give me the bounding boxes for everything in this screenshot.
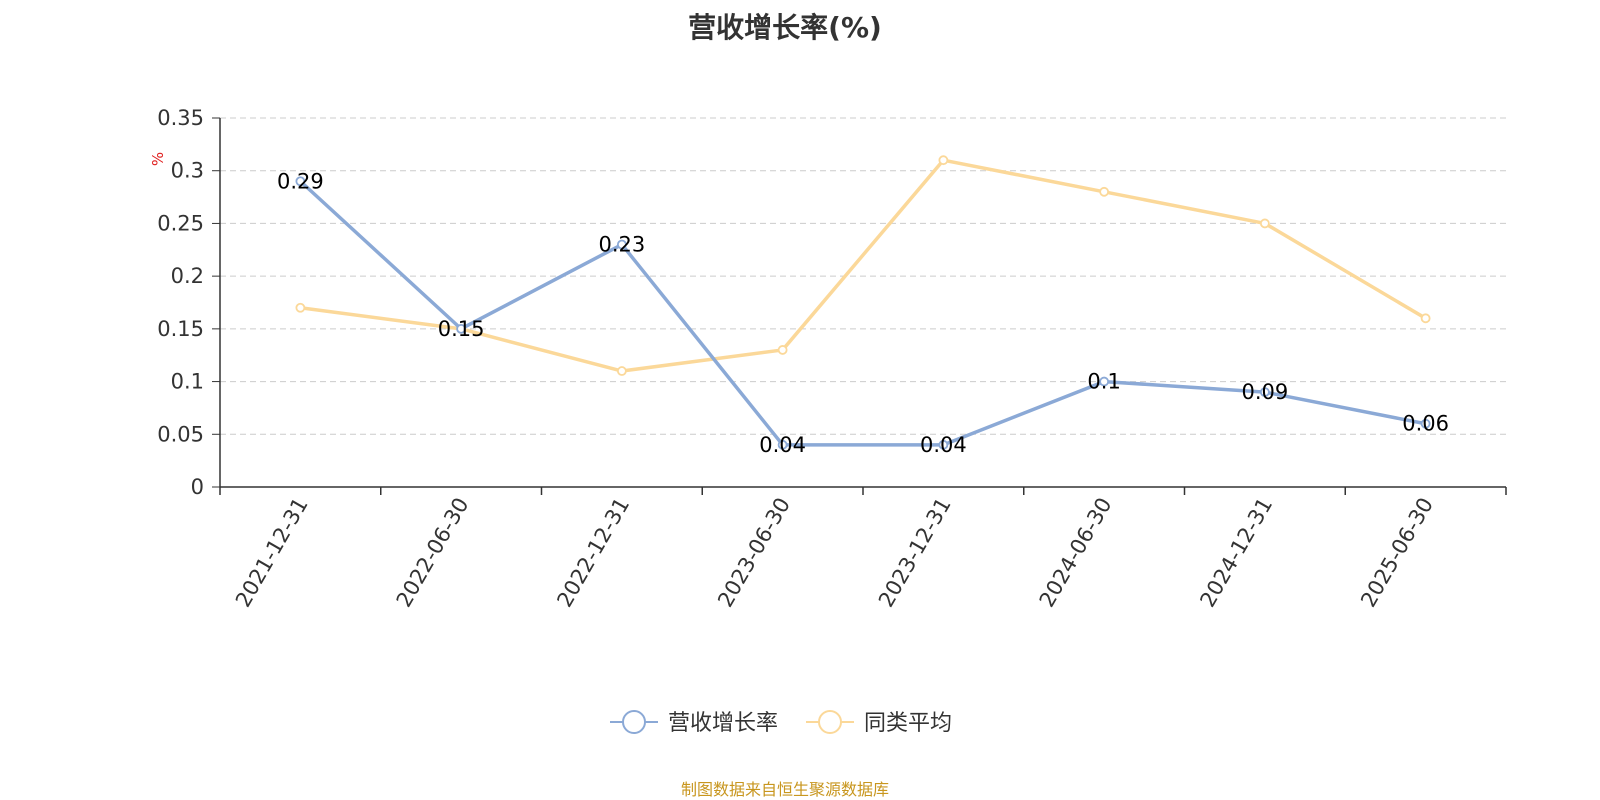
x-tick-label: 2023-12-31 <box>874 494 956 612</box>
data-label: 0.04 <box>759 433 806 457</box>
y-tick-label: 0.2 <box>171 264 204 288</box>
data-point-1 <box>1420 313 1431 324</box>
data-label: 0.23 <box>598 233 645 257</box>
data-point-0 <box>456 323 467 334</box>
x-tick-label: 2023-06-30 <box>713 494 795 612</box>
data-label: 0.09 <box>1241 380 1288 404</box>
data-point-0 <box>1420 418 1431 429</box>
data-point-1 <box>938 155 949 166</box>
y-tick-label: 0 <box>191 475 204 499</box>
series-line-0 <box>299 179 1426 447</box>
data-label: 0.1 <box>1087 370 1120 394</box>
y-tick-label: 0.25 <box>157 211 204 235</box>
data-point-1 <box>295 302 306 313</box>
legend-label: 营收增长率 <box>668 711 778 736</box>
y-tick-label: 0.05 <box>157 422 204 446</box>
x-tick-label: 2025-06-30 <box>1356 494 1438 612</box>
source-note: 制图数据来自恒生聚源数据库 <box>680 780 889 799</box>
data-point-1 <box>777 345 788 355</box>
y-tick-label: 0.35 <box>157 106 204 130</box>
x-tick-label: 2024-06-30 <box>1035 494 1117 612</box>
x-tick-label: 2021-12-31 <box>231 494 313 612</box>
data-point-1 <box>616 366 627 376</box>
data-point-1 <box>1259 218 1270 229</box>
x-tick-label: 2022-06-30 <box>392 494 474 612</box>
y-axis-label: % <box>149 152 167 166</box>
x-tick-label: 2024-12-31 <box>1195 494 1277 612</box>
legend-marker <box>622 710 646 734</box>
legend-label: 同类平均 <box>864 711 952 736</box>
data-point-0 <box>777 439 788 450</box>
x-tick-label: 2022-12-31 <box>552 494 634 612</box>
data-label: 0.06 <box>1402 412 1449 436</box>
data-point-0 <box>616 239 627 250</box>
legend-marker <box>818 710 842 734</box>
chart-title: 营收增长率(%) <box>688 11 882 44</box>
data-label: 0.29 <box>277 169 324 193</box>
series-line-1 <box>300 158 1427 373</box>
y-tick-label: 0.1 <box>171 370 204 394</box>
data-label: 0.04 <box>920 433 967 457</box>
data-point-0 <box>295 176 306 187</box>
y-tick-label: 0.15 <box>157 317 204 341</box>
data-point-1 <box>1099 186 1110 197</box>
data-point-0 <box>938 439 949 450</box>
y-tick-label: 0.3 <box>171 159 204 183</box>
data-point-0 <box>1099 376 1110 387</box>
data-point-0 <box>1259 387 1270 398</box>
data-label: 0.15 <box>438 317 485 341</box>
